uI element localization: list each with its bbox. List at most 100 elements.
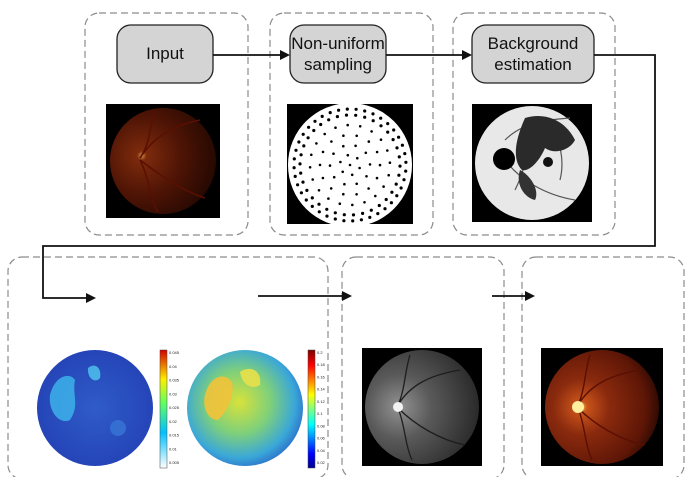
stage-input-label: Input: [146, 44, 184, 63]
colorbar-left-tick-2: 0.035: [169, 378, 180, 383]
sampling-dot: [382, 185, 385, 188]
stage-sampling-box: Non-uniform sampling: [289, 24, 387, 84]
colorbar-right: 0.2 0.18 0.16 0.14 0.12 0.1 0.08 0.06 0.04 0.02: [307, 349, 326, 469]
sampling-dot: [323, 132, 327, 136]
colorbar-right-tick-6: 0.08: [317, 423, 326, 428]
sampling-dot: [383, 207, 387, 211]
sampling-dot: [350, 173, 354, 177]
sampling-dot: [374, 194, 377, 198]
sampling-dot: [388, 161, 392, 164]
sampling-dot: [301, 132, 305, 136]
sampling-dot: [310, 153, 313, 157]
colorbar-right-tick-0: 0.2: [317, 350, 323, 355]
sampling-dot: [403, 152, 407, 156]
sampling-dot: [312, 128, 316, 133]
sampling-dot: [354, 113, 358, 117]
panel-correction-maps: [7, 256, 329, 477]
sampling-dot: [356, 156, 359, 160]
sampling-dot: [313, 119, 317, 123]
sampling-dot: [358, 166, 361, 170]
sampling-dot: [395, 194, 399, 198]
sampling-dot: [404, 169, 408, 173]
sampling-dot: [400, 143, 404, 147]
sampling-dot: [399, 186, 403, 190]
sampling-dot: [296, 183, 300, 187]
sampling-dot: [337, 108, 341, 112]
stage-background-label-line2: estimation: [494, 55, 571, 74]
sampling-dot: [370, 130, 373, 133]
panel-background: [452, 12, 616, 236]
sampling-dot: [342, 219, 346, 223]
sampling-dot: [315, 142, 318, 145]
colorbar-left: 0.045 0.04 0.035 0.03 0.025 0.02 0.015 0.01 0.00…: [159, 349, 180, 469]
sampling-dot: [310, 196, 314, 200]
sampling-dot: [333, 217, 337, 221]
colorbar-left-tick-7: 0.01: [169, 446, 178, 451]
colorbar-left-tick-4: 0.025: [169, 405, 180, 410]
stage-sampling-label-line2: sampling: [304, 55, 372, 74]
sampling-dot: [342, 134, 345, 137]
sampling-dot: [351, 213, 356, 217]
sampling-dot: [371, 119, 375, 123]
sampling-dot: [375, 176, 379, 180]
sampling-dot: [387, 173, 391, 177]
colorbar-left-tick-1: 0.04: [169, 364, 178, 369]
sampling-dot: [330, 140, 333, 143]
sampling-dot: [308, 166, 312, 169]
sampling-dot: [292, 157, 296, 161]
sampling-dot: [397, 173, 401, 177]
sampling-dot: [398, 164, 402, 168]
sampling-dot: [363, 115, 367, 119]
sampling-dot: [327, 118, 331, 122]
sampling-dot: [348, 163, 352, 167]
sampling-dot: [299, 171, 303, 175]
sampling-dot: [304, 198, 308, 202]
sampling-dot: [342, 213, 346, 217]
colorbar-right-tick-2: 0.16: [317, 374, 326, 379]
sampling-dot: [379, 138, 383, 141]
sampling-dot: [386, 122, 390, 126]
sampling-dot: [299, 153, 303, 157]
sampling-dot: [342, 192, 345, 196]
sampling-dot: [329, 187, 333, 190]
sampling-dot: [377, 203, 381, 208]
sampling-dot: [342, 144, 345, 148]
sampling-dot: [386, 149, 389, 152]
stage-background-box: Background estimation: [471, 24, 595, 84]
color-output-image: [541, 348, 663, 466]
panel-input: [84, 12, 249, 236]
sampling-dot: [338, 202, 342, 205]
sampling-dot: [317, 189, 321, 192]
panel-color-output: [521, 256, 685, 477]
sampling-dot: [297, 140, 301, 144]
sampling-dot: [358, 125, 362, 128]
sampling-dot: [368, 163, 372, 166]
colorbar-right-tick-5: 0.1: [317, 411, 323, 416]
correction-map-right: [184, 350, 304, 468]
sampling-dot: [302, 144, 306, 148]
sampling-dot: [341, 170, 345, 174]
colorbar-right-tick-3: 0.14: [317, 387, 326, 392]
colorbar-right-tick-4: 0.12: [317, 399, 326, 404]
sampling-dot: [305, 188, 309, 192]
sampling-dot: [384, 197, 388, 202]
sampling-dot: [359, 218, 363, 222]
sampling-dot: [317, 202, 321, 206]
sampling-dot: [319, 122, 323, 127]
sampling-dot: [332, 152, 335, 155]
sampling-dot: [404, 160, 408, 164]
sampling-dot: [293, 174, 297, 178]
sampling-dot: [365, 175, 368, 178]
sampling-dot: [394, 182, 398, 186]
sampling-dot: [355, 193, 358, 196]
sampling-dot: [320, 114, 324, 118]
sampling-dot: [325, 214, 329, 218]
sampling-dot: [355, 182, 359, 186]
sampling-dot: [354, 107, 358, 111]
sampling-dot: [371, 112, 375, 116]
sampling-dot: [351, 219, 355, 223]
gray-output-image: [362, 348, 482, 466]
background-estimation-image: [472, 104, 592, 222]
sampling-dot: [321, 176, 325, 180]
sampling-dot: [351, 203, 354, 207]
